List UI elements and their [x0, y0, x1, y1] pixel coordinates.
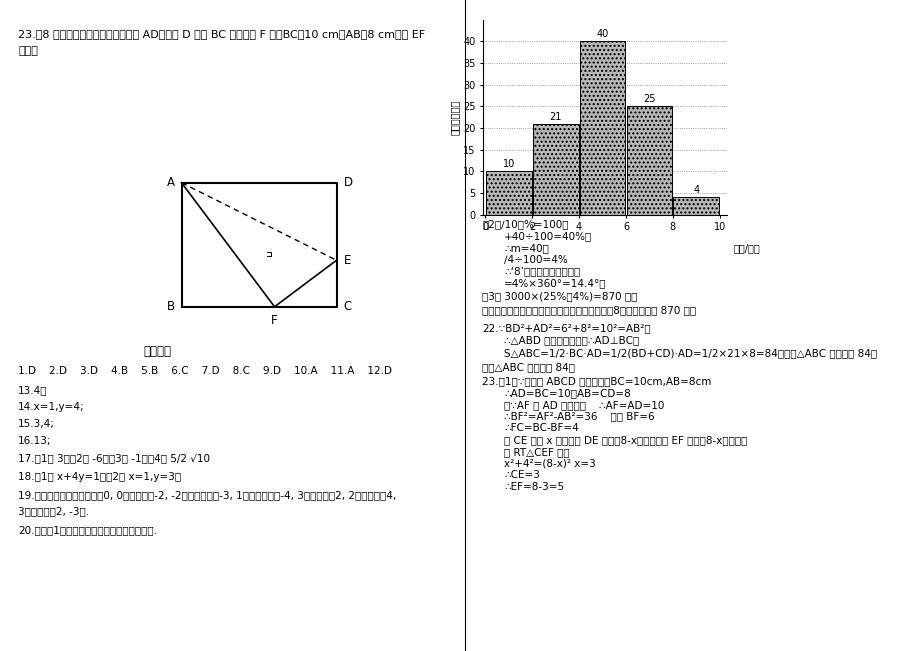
- Text: 又∵AF 为 AD 折叠所得    ∴AF=AD=10: 又∵AF 为 AD 折叠所得 ∴AF=AD=10: [504, 400, 664, 409]
- Text: ∴EF=8-3=5: ∴EF=8-3=5: [504, 482, 563, 492]
- Text: （2）∕10０%=100，: （2）∕10０%=100，: [482, 219, 568, 229]
- Text: x²+4²=(8-x)² x=3: x²+4²=(8-x)² x=3: [504, 459, 596, 469]
- Text: ∴‘8’组对应的圆心角度数: ∴‘8’组对应的圆心角度数: [504, 266, 580, 276]
- Text: 19.各点的坐标为：火车站（0, 0）；医院（-2, -2）；文化宫（-3, 1）；体育场（-4, 3）；宾馆（2, 2）；市场（4,: 19.各点的坐标为：火车站（0, 0）；医院（-2, -2）；文化宫（-3, 1…: [18, 490, 396, 500]
- Y-axis label: 频数（人数）: 频数（人数）: [449, 100, 460, 135]
- Text: （3） 3000×(25%＋4%)=870 人。: （3） 3000×(25%＋4%)=870 人。: [482, 291, 637, 301]
- Bar: [673, 197, 719, 215]
- Text: ∴CE=3: ∴CE=3: [504, 471, 539, 480]
- Text: ∴BF²=AF²-AB²=36    所以 BF=6: ∴BF²=AF²-AB²=36 所以 BF=6: [504, 411, 654, 422]
- Bar: [485, 171, 531, 215]
- Text: 1.D    2.D    3.D    4.B    5.B    6.C    7.D    8.C    9.D    10.A    11.A    1: 1.D 2.D 3.D 4.B 5.B 6.C 7.D 8.C 9.D 10.A…: [18, 366, 391, 376]
- Text: 参考答案: 参考答案: [143, 345, 171, 358]
- Text: 答：估计该校学生中每周的课外阅读时间不小于8小时的人数是 870 人。: 答：估计该校学生中每周的课外阅读时间不小于8小时的人数是 870 人。: [482, 305, 696, 316]
- Text: 在 RT△CEF 中，: 在 RT△CEF 中，: [504, 447, 569, 457]
- Text: 设 CE 长为 x 厘米，则 DE 长为（8-x）厘米，则 EF 长为（8-x）厘米，: 设 CE 长为 x 厘米，则 DE 长为（8-x）厘米，则 EF 长为（8-x）…: [504, 435, 747, 445]
- Text: 25: 25: [642, 94, 655, 104]
- Text: 3）；超市（2, -3）.: 3）；超市（2, -3）.: [18, 506, 89, 516]
- Text: ∴FC=BC-BF=4: ∴FC=BC-BF=4: [504, 423, 578, 434]
- Text: D: D: [343, 176, 352, 189]
- Text: 时间/小时: 时间/小时: [733, 243, 760, 253]
- Text: C: C: [343, 300, 351, 313]
- Text: B: B: [166, 300, 175, 313]
- Text: ∴AD=BC=10，AB=CD=8: ∴AD=BC=10，AB=CD=8: [504, 388, 630, 398]
- Text: S△ABC=1/2·BC·AD=1/2(BD+CD)·AD=1/2×21×8=84，因此△ABC 的面积为 84。: S△ABC=1/2·BC·AD=1/2(BD+CD)·AD=1/2×21×8=8…: [504, 348, 877, 358]
- Text: 23.（8 分）如图，折叠长方形的一边 AD，使点 D 落在 BC 边上的点 F 处，BC＝10 cm，AB＝8 cm，求 EF: 23.（8 分）如图，折叠长方形的一边 AD，使点 D 落在 BC 边上的点 F…: [18, 29, 425, 39]
- Text: 40: 40: [596, 29, 608, 39]
- Text: 答：△ABC 的面积是 84。: 答：△ABC 的面积是 84。: [482, 362, 574, 372]
- Text: 10: 10: [502, 159, 515, 169]
- Text: ∴△ABD 是直角三角形，∴AD⊥BC。: ∴△ABD 是直角三角形，∴AD⊥BC。: [504, 335, 639, 345]
- Bar: [579, 41, 625, 215]
- Text: ∔40÷100=40%，: ∔40÷100=40%，: [504, 231, 592, 241]
- Text: 13.4；: 13.4；: [18, 385, 48, 395]
- Bar: [532, 124, 578, 215]
- Text: 4: 4: [693, 186, 698, 195]
- Text: 16.13;: 16.13;: [18, 436, 51, 446]
- Text: 17.（1） 3；（2） -6；（3） -1；（4） 5/2 √10: 17.（1） 3；（2） -6；（3） -1；（4） 5/2 √10: [18, 453, 210, 463]
- Text: 22.∵BD²+AD²=6²+8²=10²=AB²，: 22.∵BD²+AD²=6²+8²=10²=AB²，: [482, 323, 651, 333]
- Text: 15.3,4;: 15.3,4;: [18, 419, 55, 429]
- Text: 14.x=1,y=4;: 14.x=1,y=4;: [18, 402, 85, 412]
- Text: 20.解：（1）补全频数分布直方图，如图所示.: 20.解：（1）补全频数分布直方图，如图所示.: [18, 525, 157, 534]
- Text: F: F: [271, 314, 278, 327]
- Text: A: A: [166, 176, 175, 189]
- Text: =4%×360°=14.4°。: =4%×360°=14.4°。: [504, 278, 606, 288]
- Text: ∕4÷100=4%: ∕4÷100=4%: [504, 255, 567, 264]
- Text: E: E: [343, 254, 350, 267]
- Text: 18.（1） x+4y=1；（2） x=1,y=3；: 18.（1） x+4y=1；（2） x=1,y=3；: [18, 472, 181, 482]
- Text: 23.（1）∵四边形 ABCD 是长方形，BC=10cm,AB=8cm: 23.（1）∵四边形 ABCD 是长方形，BC=10cm,AB=8cm: [482, 376, 711, 386]
- Text: 21: 21: [549, 111, 562, 122]
- Text: ∴m=40，: ∴m=40，: [504, 243, 549, 253]
- Text: 的长。: 的长。: [18, 46, 38, 55]
- Bar: [626, 106, 672, 215]
